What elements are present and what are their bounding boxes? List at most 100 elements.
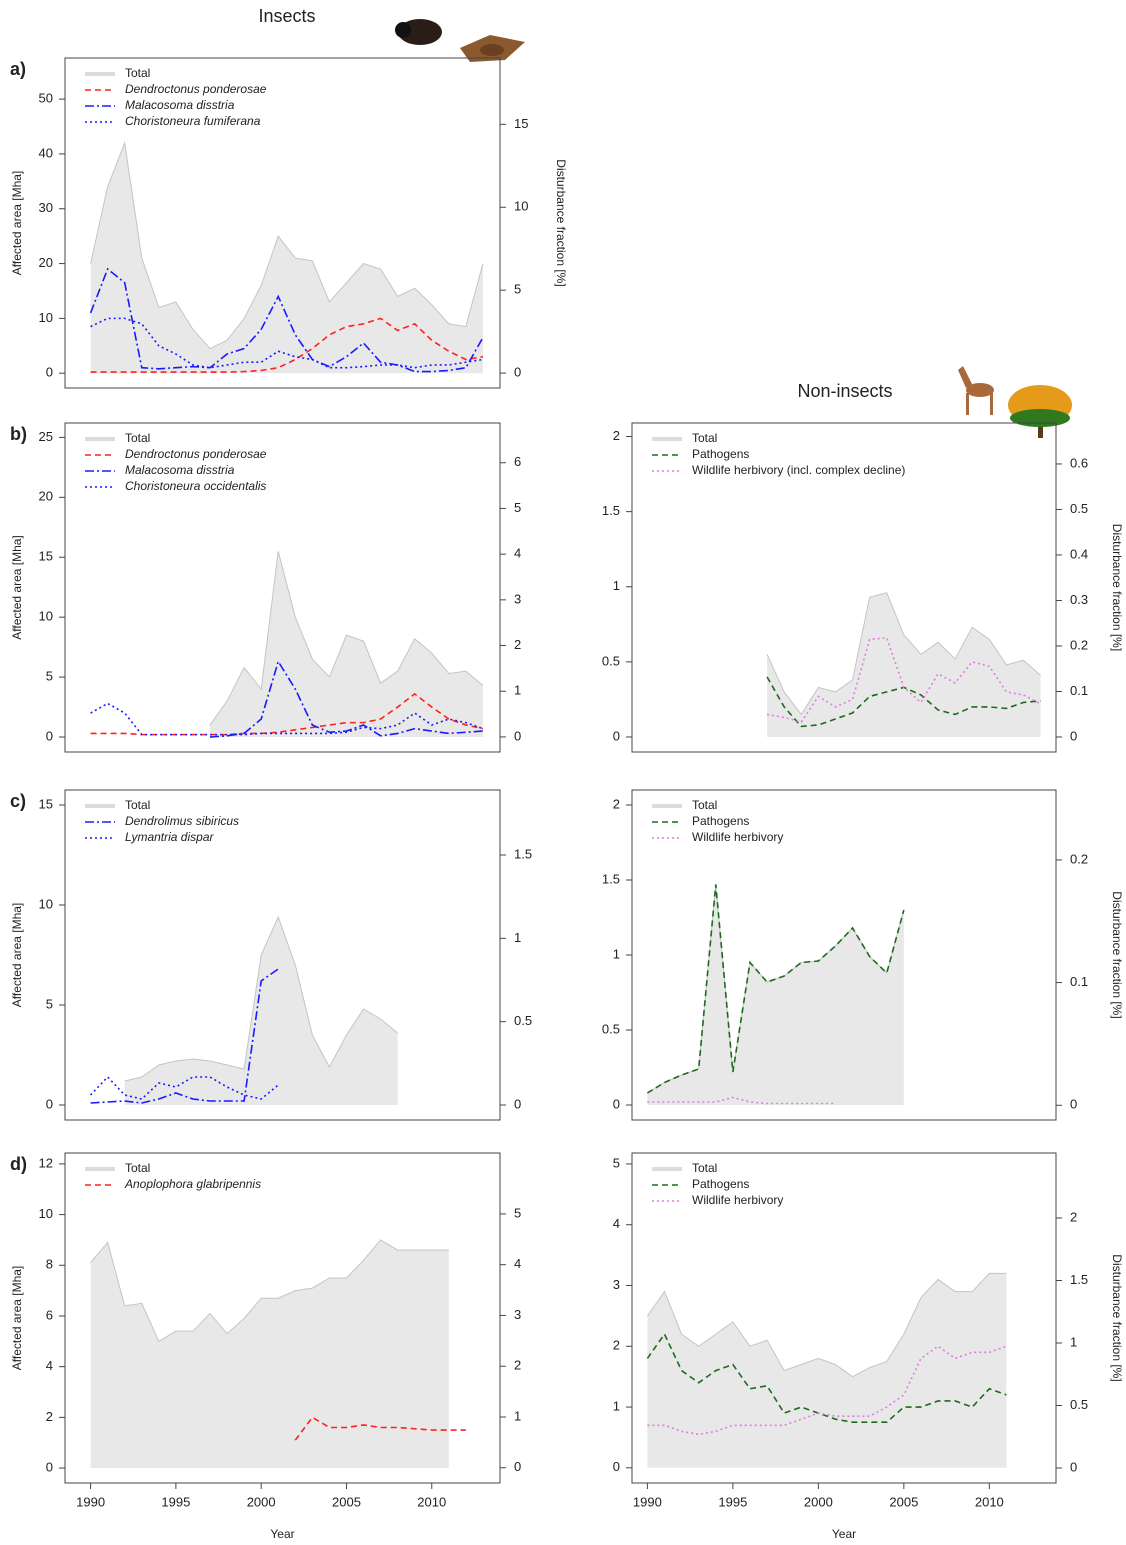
legend-label: Total — [125, 798, 150, 812]
plot — [91, 1240, 466, 1468]
legend-label: Wildlife herbivory — [692, 1193, 783, 1207]
legend-label: Dendroctonus ponderosae — [125, 447, 267, 461]
total-area — [91, 143, 483, 373]
y2-axis-title: Disturbance fraction [%] — [554, 159, 568, 286]
y-tick-label: 4 — [613, 1216, 620, 1231]
panel-label: d) — [10, 1154, 27, 1174]
y2-tick-label: 1 — [1070, 1334, 1077, 1349]
y2-tick-label: 0.1 — [1070, 974, 1088, 989]
y2-tick-label: 1.5 — [514, 846, 532, 861]
y-tick-label: 25 — [39, 429, 53, 444]
y-tick-label: 10 — [39, 896, 53, 911]
y-tick-label: 5 — [46, 996, 53, 1011]
x-tick-label: 2010 — [975, 1494, 1004, 1509]
legend-label: Dendrolimus sibiricus — [125, 814, 239, 828]
legend-label: Anoplophora glabripennis — [124, 1177, 261, 1191]
total-area — [210, 551, 483, 737]
legend-label: Total — [692, 798, 717, 812]
column-title: Non-insects — [797, 381, 892, 401]
y-tick-label: 2 — [46, 1409, 53, 1424]
figure: Insects Non-insects Total Dendroctonus po… — [0, 0, 1126, 1545]
y-tick-label: 0 — [46, 1096, 53, 1111]
panel-label: c) — [10, 791, 26, 811]
y-tick-label: 0 — [613, 1096, 620, 1111]
y2-axis-title: Disturbance fraction [%] — [1110, 524, 1124, 651]
total-area — [647, 1273, 1006, 1467]
y2-tick-label: 0 — [1070, 728, 1077, 743]
y-tick-label: 0.5 — [602, 1021, 620, 1036]
legend-label: Total — [692, 431, 717, 445]
y-tick-label: 10 — [39, 1206, 53, 1221]
y2-tick-label: 0.5 — [1070, 1397, 1088, 1412]
y-tick-label: 0 — [46, 365, 53, 380]
plot — [767, 593, 1041, 737]
x-tick-label: 1990 — [633, 1494, 662, 1509]
y-tick-label: 1.5 — [602, 503, 620, 518]
legend-label: Total — [125, 431, 150, 445]
y-axis-title: Affected area [Mha] — [10, 903, 24, 1008]
y2-tick-label: 6 — [514, 454, 521, 469]
panel-label: b) — [10, 424, 27, 444]
y2-axis-title: Disturbance fraction [%] — [1110, 891, 1124, 1018]
y2-tick-label: 0.3 — [1070, 592, 1088, 607]
y2-tick-label: 1 — [514, 930, 521, 945]
y-tick-label: 0 — [613, 1459, 620, 1474]
y-axis-title: Affected area [Mha] — [10, 535, 24, 640]
tree-icon — [1008, 385, 1072, 438]
legend-label: Malacosoma disstria — [125, 98, 235, 112]
legend-label: Total — [692, 1161, 717, 1175]
y-tick-label: 10 — [39, 310, 53, 325]
legend-label: Pathogens — [692, 814, 749, 828]
legend-label: Choristoneura occidentalis — [125, 479, 266, 493]
y2-tick-label: 0 — [514, 1459, 521, 1474]
y-tick-label: 2 — [613, 796, 620, 811]
y-tick-label: 40 — [39, 145, 53, 160]
y-tick-label: 6 — [46, 1307, 53, 1322]
beetle-icon — [395, 19, 442, 45]
legend-label: Wildlife herbivory (incl. complex declin… — [692, 463, 905, 477]
y-tick-label: 10 — [39, 609, 53, 624]
y-tick-label: 4 — [46, 1358, 53, 1373]
y2-tick-label: 15 — [514, 116, 528, 131]
y2-tick-label: 1.5 — [1070, 1272, 1088, 1287]
y2-tick-label: 0.4 — [1070, 546, 1088, 561]
y-tick-label: 20 — [39, 255, 53, 270]
y2-tick-label: 4 — [514, 1256, 521, 1271]
y2-tick-label: 5 — [514, 500, 521, 515]
y2-tick-label: 0.6 — [1070, 455, 1088, 470]
y-tick-label: 0 — [46, 728, 53, 743]
panel-label: a) — [10, 59, 26, 79]
y2-tick-label: 0.2 — [1070, 637, 1088, 652]
y-axis-title: Affected area [Mha] — [10, 171, 24, 276]
x-tick-label: 1990 — [76, 1494, 105, 1509]
y2-tick-label: 0.5 — [1070, 501, 1088, 516]
y2-tick-label: 0.5 — [514, 1013, 532, 1028]
x-tick-label: 1995 — [718, 1494, 747, 1509]
total-area — [647, 885, 903, 1106]
plot — [91, 143, 483, 373]
legend-label: Malacosoma disstria — [125, 463, 235, 477]
y2-tick-label: 0 — [514, 1096, 521, 1111]
y-tick-label: 50 — [39, 91, 53, 106]
y-tick-label: 2 — [613, 1338, 620, 1353]
y-tick-label: 15 — [39, 796, 53, 811]
y-tick-label: 5 — [46, 669, 53, 684]
y2-tick-label: 5 — [514, 282, 521, 297]
y-tick-label: 1 — [613, 1398, 620, 1413]
plot — [91, 551, 483, 737]
legend-label: Dendroctonus ponderosae — [125, 82, 267, 96]
legend-label: Total — [125, 66, 150, 80]
x-tick-label: 2000 — [247, 1494, 276, 1509]
x-tick-label: 2000 — [804, 1494, 833, 1509]
total-area — [767, 593, 1041, 737]
y-tick-label: 1.5 — [602, 871, 620, 886]
y2-tick-label: 0 — [1070, 1459, 1077, 1474]
column-title: Insects — [258, 6, 315, 26]
y2-tick-label: 0 — [514, 365, 521, 380]
y-tick-label: 15 — [39, 549, 53, 564]
legend-label: Wildlife herbivory — [692, 830, 783, 844]
y2-tick-label: 0 — [1070, 1097, 1077, 1112]
y-tick-label: 12 — [39, 1155, 53, 1170]
y-tick-label: 0.5 — [602, 653, 620, 668]
y2-tick-label: 0.1 — [1070, 683, 1088, 698]
